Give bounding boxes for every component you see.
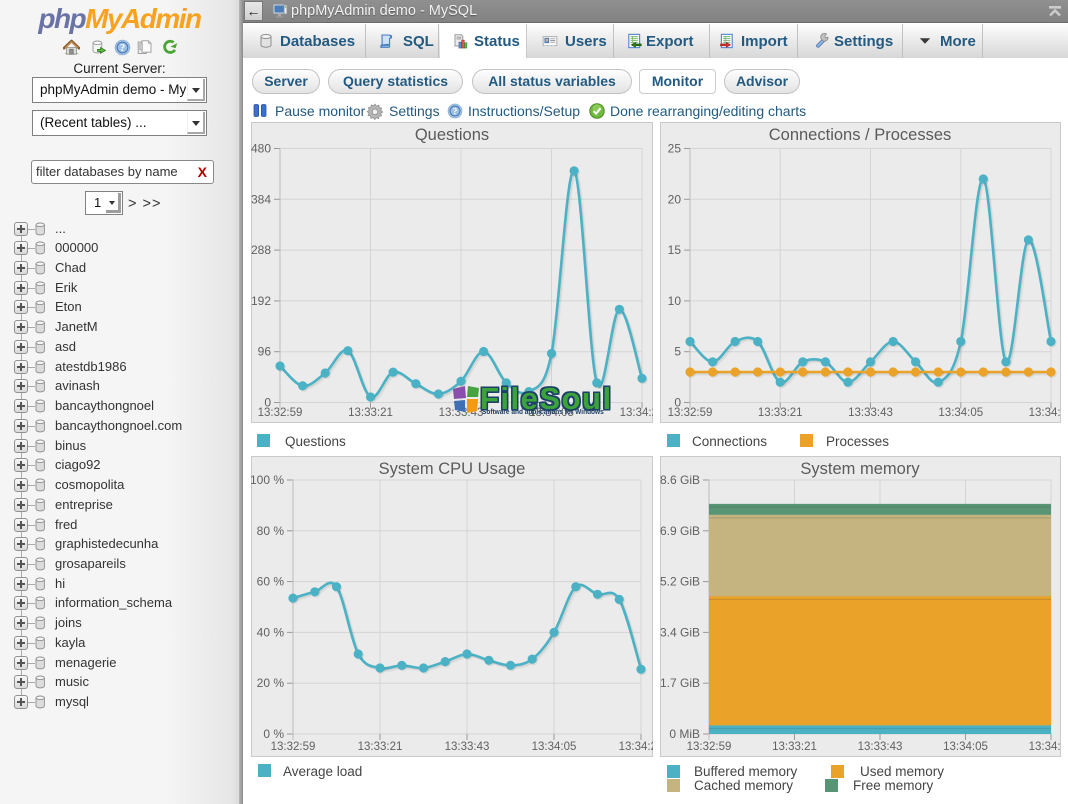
svg-text:13:33:43: 13:33:43 bbox=[848, 407, 893, 419]
svg-text:10: 10 bbox=[668, 294, 682, 308]
svg-text:Connections / Processes: Connections / Processes bbox=[769, 126, 952, 144]
svg-text:System CPU Usage: System CPU Usage bbox=[379, 460, 526, 478]
svg-text:60 %: 60 % bbox=[257, 575, 285, 589]
svg-text:0: 0 bbox=[674, 396, 681, 410]
svg-text:13:34:27: 13:34:27 bbox=[619, 741, 653, 753]
svg-text:?: ? bbox=[453, 108, 458, 118]
svg-text:13:33:21: 13:33:21 bbox=[772, 741, 817, 753]
svg-text:13:34:27: 13:34:27 bbox=[1029, 407, 1061, 419]
svg-text:Questions: Questions bbox=[415, 126, 489, 144]
svg-text:13:32:59: 13:32:59 bbox=[271, 741, 316, 753]
svg-text:20 %: 20 % bbox=[257, 676, 285, 690]
svg-text:15: 15 bbox=[668, 243, 682, 257]
svg-text:13:34:05: 13:34:05 bbox=[529, 407, 574, 419]
svg-text:5.2 GiB: 5.2 GiB bbox=[660, 575, 700, 589]
svg-text:8.6 GiB: 8.6 GiB bbox=[660, 473, 700, 487]
svg-text:480: 480 bbox=[251, 142, 271, 156]
svg-text:3.4 GiB: 3.4 GiB bbox=[660, 625, 700, 639]
svg-text:13:33:21: 13:33:21 bbox=[348, 407, 393, 419]
svg-text:100 %: 100 % bbox=[251, 473, 284, 487]
svg-text:13:32:59: 13:32:59 bbox=[258, 407, 303, 419]
svg-text:0: 0 bbox=[264, 396, 271, 410]
svg-text:13:34:05: 13:34:05 bbox=[532, 741, 577, 753]
svg-text:13:34:27: 13:34:27 bbox=[1029, 741, 1061, 753]
svg-text:5: 5 bbox=[674, 345, 681, 359]
svg-text:40 %: 40 % bbox=[257, 625, 285, 639]
svg-text:20: 20 bbox=[668, 192, 682, 206]
svg-text:13:32:59: 13:32:59 bbox=[687, 741, 732, 753]
svg-text:1.7 GiB: 1.7 GiB bbox=[660, 676, 700, 690]
svg-text:96: 96 bbox=[258, 345, 272, 359]
svg-text:13:33:43: 13:33:43 bbox=[445, 741, 490, 753]
svg-text:13:34:05: 13:34:05 bbox=[938, 407, 983, 419]
svg-text:384: 384 bbox=[251, 192, 271, 206]
svg-text:0 %: 0 % bbox=[263, 727, 284, 741]
svg-text:0 MiB: 0 MiB bbox=[669, 727, 700, 741]
svg-text:288: 288 bbox=[251, 243, 271, 257]
svg-text:?: ? bbox=[120, 43, 125, 54]
svg-text:13:34:05: 13:34:05 bbox=[943, 741, 988, 753]
svg-text:System memory: System memory bbox=[800, 460, 920, 478]
svg-text:13:32:59: 13:32:59 bbox=[668, 407, 713, 419]
svg-text:80 %: 80 % bbox=[257, 524, 285, 538]
svg-text:25: 25 bbox=[668, 142, 682, 156]
svg-text:13:33:21: 13:33:21 bbox=[758, 407, 803, 419]
svg-text:13:34:27: 13:34:27 bbox=[620, 407, 653, 419]
svg-text:192: 192 bbox=[251, 294, 271, 308]
svg-text:13:33:21: 13:33:21 bbox=[358, 741, 403, 753]
svg-text:13:33:43: 13:33:43 bbox=[858, 741, 903, 753]
svg-text:6.9 GiB: 6.9 GiB bbox=[660, 524, 700, 538]
